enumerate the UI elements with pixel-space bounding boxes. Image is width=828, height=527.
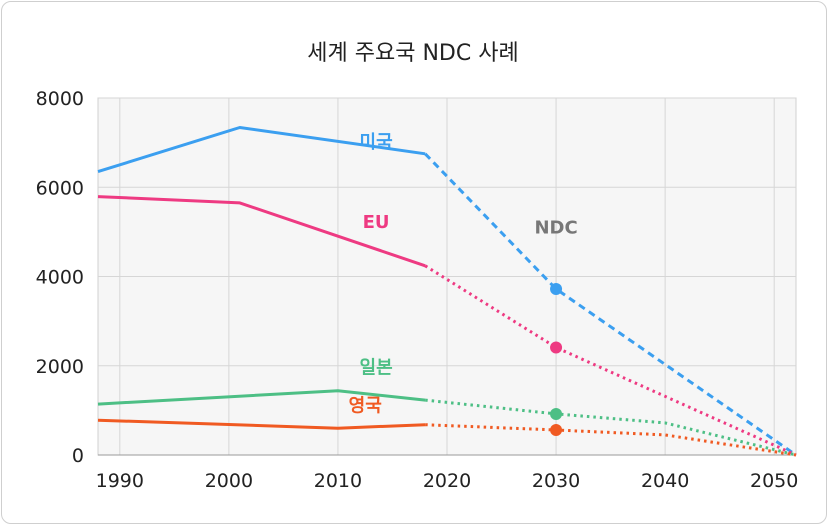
x-tick-label: 2020 — [423, 470, 471, 492]
x-tick-label: 2040 — [641, 470, 689, 492]
historical-line — [97, 389, 426, 406]
y-tick-label: 6000 — [36, 177, 84, 199]
axes: 0 2000 4000 6000 8000 1990 2000 2010 2020 2030 204… — [36, 88, 799, 492]
projected-line — [424, 152, 797, 457]
y-tick-label: 0 — [72, 445, 84, 467]
chart-title: 세계 주요국 NDC 사례 — [307, 41, 518, 66]
series-layer — [97, 126, 797, 457]
series-2 — [97, 389, 797, 457]
historical-line — [97, 126, 426, 174]
series-label: 영국 — [349, 395, 382, 416]
historical-line — [97, 195, 426, 268]
series-label: 미국 — [360, 132, 393, 153]
y-tick-label: 4000 — [36, 267, 84, 289]
ndc-point — [550, 282, 563, 295]
ndc-point — [550, 341, 563, 354]
series-label: EU — [363, 212, 390, 233]
x-tick-label: 2030 — [532, 470, 580, 492]
y-tick-label: 2000 — [36, 356, 84, 378]
ndc-label: NDC — [534, 218, 577, 239]
x-tick-label: 1990 — [96, 470, 144, 492]
series-1 — [97, 195, 797, 457]
ndc-point — [550, 424, 563, 437]
series-0 — [97, 126, 797, 457]
y-tick-label: 8000 — [36, 88, 84, 110]
ndc-point — [550, 407, 563, 420]
projected-line — [425, 423, 797, 457]
x-tick-label: 2000 — [205, 470, 253, 492]
projected-line — [425, 398, 797, 457]
historical-line — [97, 418, 426, 430]
x-tick-label: 2050 — [750, 470, 798, 492]
series-3 — [97, 418, 797, 457]
series-label: 일본 — [360, 357, 393, 378]
x-tick-label: 2010 — [314, 470, 362, 492]
